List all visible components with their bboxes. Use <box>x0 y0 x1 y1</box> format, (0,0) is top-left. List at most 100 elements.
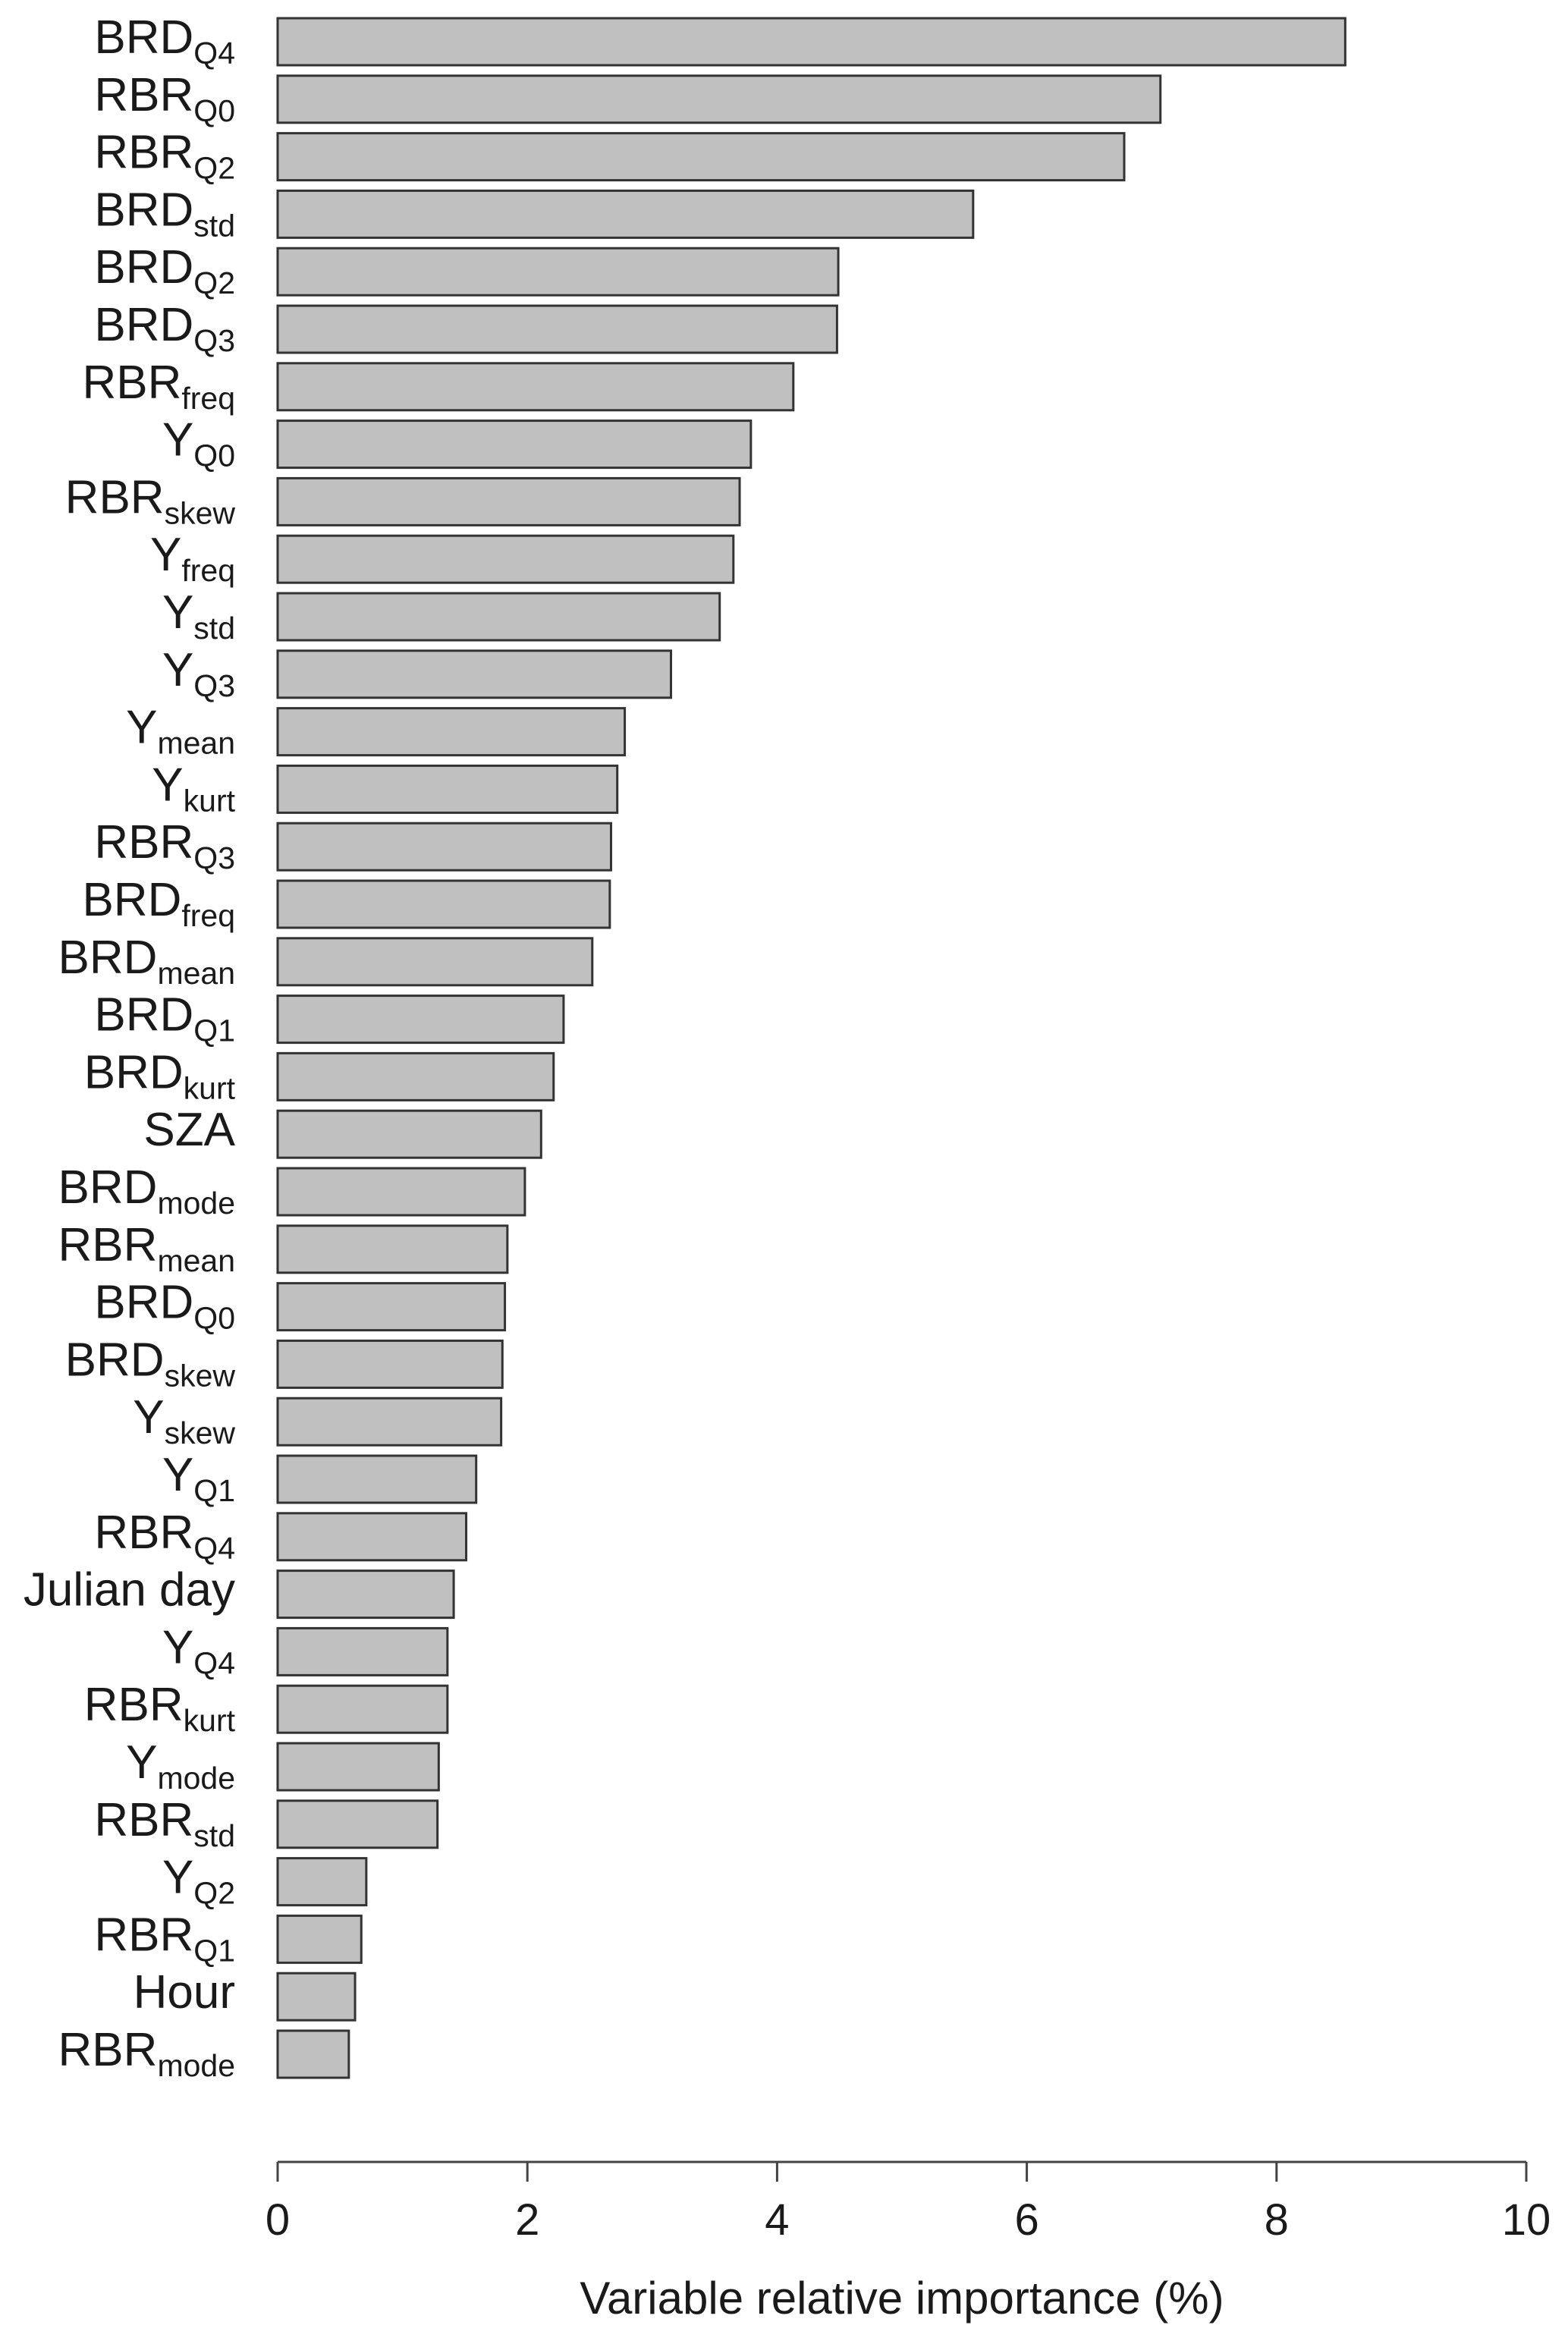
category-label-subscript: freq <box>181 553 235 588</box>
bar <box>276 707 627 757</box>
category-label-base: RBR <box>94 816 193 869</box>
category-label: Hour <box>134 1966 235 2019</box>
category-label-base: BRD <box>58 1161 158 1214</box>
bar <box>276 1799 439 1849</box>
category-label: BRDkurt <box>84 1046 236 1105</box>
category-label-subscript: Q1 <box>193 1933 235 1968</box>
category-label: RBRQ0 <box>94 69 235 128</box>
bar <box>276 189 975 239</box>
category-label: YQ3 <box>162 644 235 703</box>
category-label: BRDmean <box>58 932 235 991</box>
category-label: RBRstd <box>94 1794 235 1853</box>
category-label: RBRQ3 <box>94 816 235 875</box>
category-label-base: RBR <box>65 471 165 523</box>
category-label-subscript: Q4 <box>193 1645 235 1680</box>
category-label: RBRmean <box>58 1219 235 1278</box>
category-label-base: RBR <box>94 69 193 121</box>
category-label-base: RBR <box>94 127 193 179</box>
category-label-base: RBR <box>84 1679 184 1731</box>
category-label: Ymean <box>126 702 235 761</box>
category-label-base: BRD <box>82 874 181 926</box>
category-label-subscript: kurt <box>184 1070 236 1105</box>
category-label-subscript: std <box>193 1818 235 1853</box>
category-label-base: Y <box>162 1621 193 1673</box>
bar <box>276 1454 478 1504</box>
category-label: RBRkurt <box>84 1679 236 1738</box>
bar <box>276 476 741 526</box>
category-label-base: RBR <box>82 357 181 409</box>
category-label-subscript: Q2 <box>193 151 235 186</box>
category-label: Yskew <box>133 1391 235 1450</box>
category-label-base: Y <box>126 1736 157 1789</box>
category-labels-group: BRDQ4RBRQ0RBRQ2BRDstdBRDQ2BRDQ3RBRfreqYQ… <box>24 11 236 2083</box>
bar <box>276 1167 526 1217</box>
bar <box>276 879 611 929</box>
category-label-base: Y <box>162 586 193 639</box>
bar <box>276 1914 363 1964</box>
category-label-subscript: skew <box>165 1358 236 1393</box>
category-label-subscript: skew <box>165 495 236 530</box>
category-label: YQ2 <box>162 1852 235 1911</box>
category-label-base: BRD <box>94 11 193 64</box>
category-label-base: RBR <box>94 1507 193 1559</box>
category-label: BRDQ0 <box>94 1277 235 1336</box>
x-tick-label: 6 <box>1014 2195 1039 2245</box>
category-label-subscript: mode <box>157 1186 235 1221</box>
category-label-base: Y <box>126 702 157 754</box>
bar <box>276 1224 509 1274</box>
category-label-base: Y <box>150 529 181 581</box>
category-label-subscript: kurt <box>184 1703 236 1738</box>
category-label: BRDQ2 <box>94 241 235 300</box>
bar <box>276 822 612 872</box>
category-label: Yfreq <box>150 529 235 588</box>
category-label-base: RBR <box>94 1909 193 1961</box>
category-label: RBRQ4 <box>94 1507 235 1566</box>
category-label-subscript: mode <box>157 1761 235 1796</box>
category-label-base: BRD <box>94 1277 193 1329</box>
category-label: RBRfreq <box>82 357 235 416</box>
category-label-subscript: mean <box>157 956 235 991</box>
category-label-subscript: std <box>193 208 235 243</box>
bar <box>276 132 1126 182</box>
category-label-subscript: mean <box>157 726 235 761</box>
category-label: Ykurt <box>152 759 235 818</box>
x-tick-label: 4 <box>765 2195 789 2245</box>
category-label: RBRmode <box>58 2024 235 2083</box>
bar <box>276 1282 507 1332</box>
bar <box>276 937 594 987</box>
category-label: YQ0 <box>162 414 235 473</box>
bar <box>276 1626 449 1676</box>
category-label-base: Y <box>162 644 193 696</box>
bar <box>276 1742 440 1792</box>
x-axis-title: Variable relative importance (%) <box>580 2273 1224 2324</box>
category-label-base: RBR <box>58 2024 158 2076</box>
category-label-base: BRD <box>94 299 193 351</box>
bar <box>276 764 619 814</box>
category-label-base: BRD <box>94 989 193 1042</box>
category-label: Ymode <box>126 1736 235 1796</box>
category-label-base: BRD <box>84 1046 184 1098</box>
bar <box>276 1684 449 1734</box>
category-label-base: SZA <box>143 1104 235 1156</box>
category-label-base: BRD <box>94 184 193 236</box>
bar <box>276 994 565 1045</box>
category-label-subscript: mode <box>157 2048 235 2083</box>
category-label-subscript: mean <box>157 1243 235 1278</box>
category-label-subscript: Q2 <box>193 1876 235 1911</box>
category-label-subscript: Q3 <box>193 841 235 875</box>
bar <box>276 1051 555 1101</box>
category-label-subscript: freq <box>181 381 235 416</box>
bar <box>276 1339 504 1389</box>
category-label: BRDskew <box>65 1334 236 1393</box>
x-tick-label: 2 <box>515 2195 539 2245</box>
category-label-base: BRD <box>58 932 158 984</box>
category-label-subscript: Q2 <box>193 266 235 300</box>
bar <box>276 74 1162 124</box>
category-label-subscript: Q4 <box>193 36 235 71</box>
category-label-base: Julian day <box>24 1564 235 1617</box>
category-label-base: RBR <box>94 1794 193 1846</box>
category-label-base: Y <box>162 1449 193 1501</box>
category-label-base: Y <box>162 414 193 467</box>
bar <box>276 1569 455 1620</box>
